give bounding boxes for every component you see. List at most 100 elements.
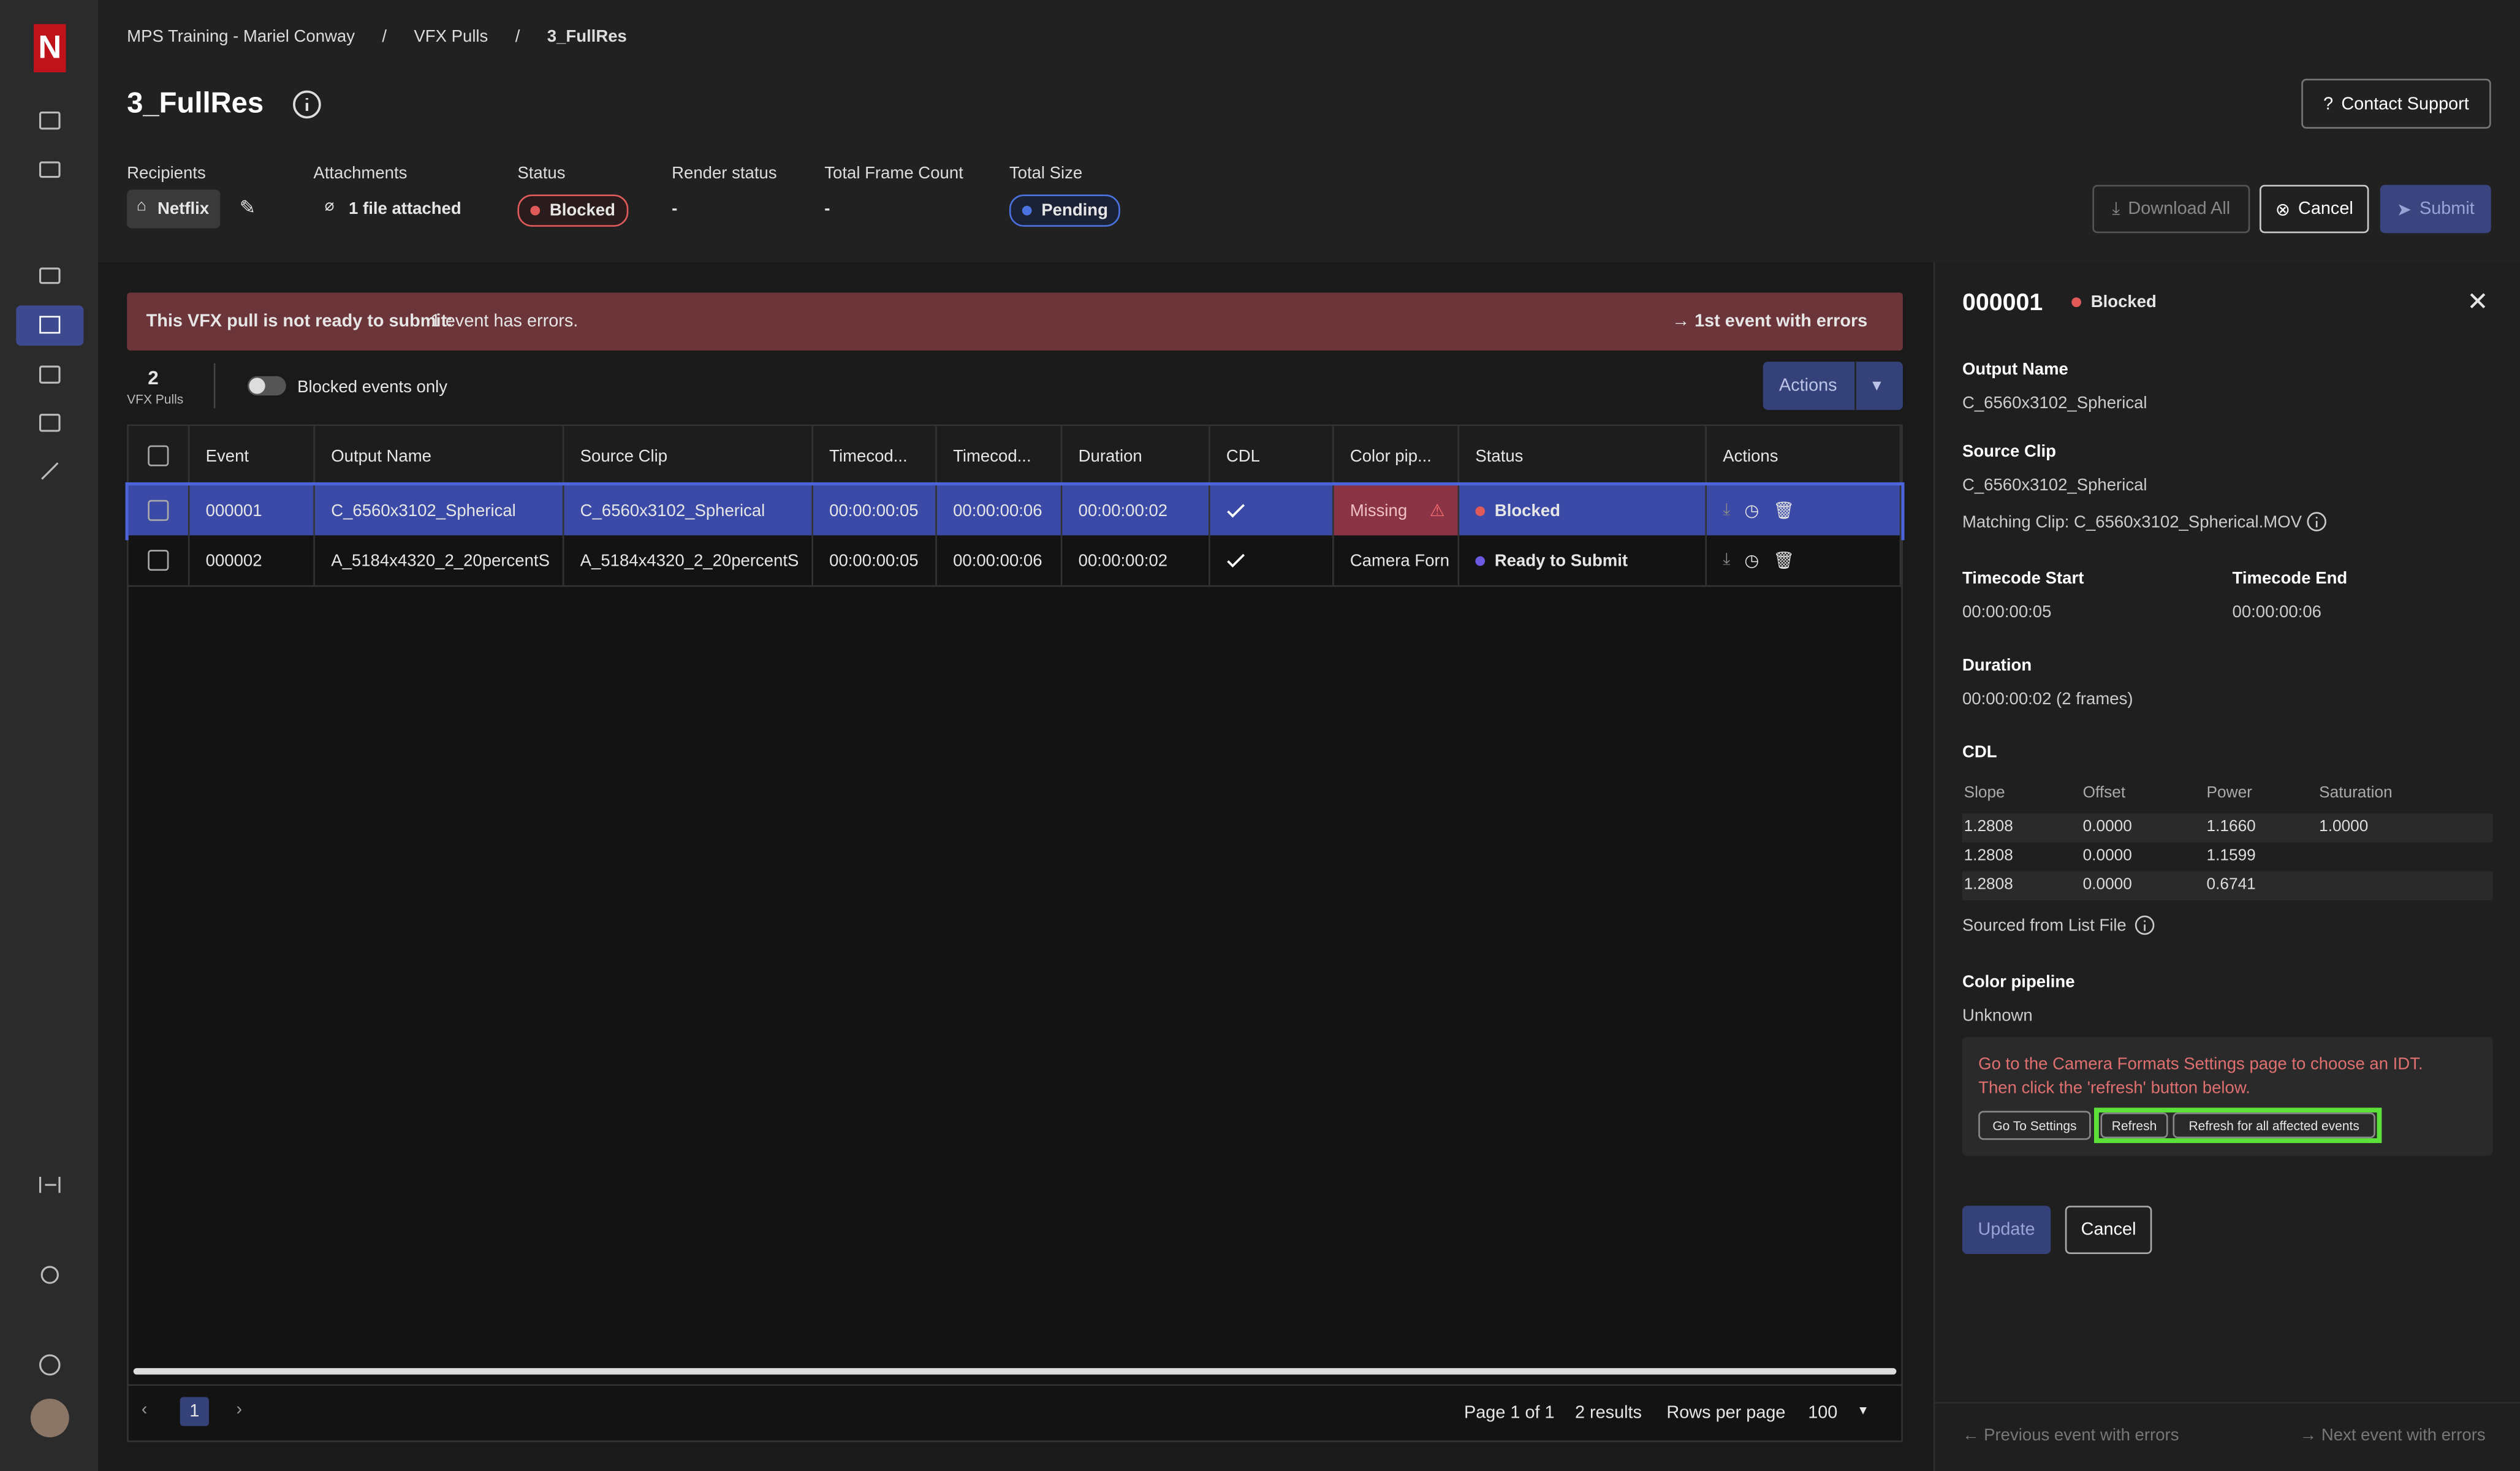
alert-link[interactable]: → 1st event with errors bbox=[1672, 311, 1868, 332]
button-label: Cancel bbox=[2298, 199, 2353, 219]
alert-title: This VFX pull is not ready to submit: bbox=[146, 311, 453, 332]
cell-text: C_6560x3102_Spherical bbox=[580, 501, 765, 520]
column-header: Timecod... bbox=[937, 426, 1063, 486]
cell-text: 000001 bbox=[205, 501, 262, 520]
highlight bbox=[2093, 1108, 2382, 1143]
checkbox-cell bbox=[129, 426, 190, 486]
cdl-value: 1.1599 bbox=[2206, 847, 2256, 865]
column-header: Duration bbox=[1062, 426, 1210, 486]
table-cell: Blocked bbox=[1459, 485, 1707, 536]
table-cell: 00:00:00:05 bbox=[813, 535, 937, 585]
cdl-header: Slope bbox=[1964, 785, 2005, 802]
recipient-chip bbox=[127, 189, 221, 229]
status-badge: Pending bbox=[1009, 194, 1121, 227]
download-all-button[interactable]: ⤓ Download All bbox=[2092, 184, 2250, 234]
button-label: Contact Support bbox=[2341, 94, 2469, 113]
badge-text: Pending bbox=[1041, 200, 1108, 221]
summary-value: Netflix bbox=[157, 199, 210, 219]
cell-text: 00:00:00:02 bbox=[1078, 550, 1168, 570]
close-button[interactable]: ✕ bbox=[2467, 289, 2489, 317]
cdl-header: Power bbox=[2206, 785, 2252, 802]
update-button[interactable]: Update bbox=[1962, 1206, 2051, 1254]
page-button[interactable]: 1 bbox=[180, 1397, 209, 1426]
breadcrumb[interactable]: MPS Training - Mariel Conway bbox=[127, 27, 355, 47]
table-row bbox=[125, 482, 1905, 541]
link-text: Previous event with errors bbox=[1984, 1426, 2179, 1446]
breadcrumb[interactable]: VFX Pulls bbox=[414, 27, 488, 47]
separator: / bbox=[515, 27, 520, 47]
cell-text: Blocked bbox=[1494, 501, 1560, 520]
table bbox=[127, 424, 1903, 1442]
summary-label: Render status bbox=[672, 164, 777, 184]
go-to-settings-button[interactable]: Go To Settings bbox=[1978, 1111, 2091, 1140]
divider bbox=[1933, 1402, 2520, 1404]
field-label: Output Name bbox=[1962, 360, 2068, 380]
table-cell bbox=[1210, 485, 1334, 536]
cancel-button[interactable]: ⊗ Cancel bbox=[2260, 184, 2369, 234]
rows-per-page-value[interactable]: 100 bbox=[1808, 1403, 1838, 1423]
badge-text: Blocked bbox=[549, 200, 616, 221]
next-error-link[interactable]: → Next event with errors bbox=[2299, 1426, 2486, 1446]
contact-support-button[interactable]: ? Contact Support bbox=[2301, 78, 2491, 129]
cdl-header: Saturation bbox=[2319, 785, 2393, 802]
table-cell: 00:00:00:02 bbox=[1062, 535, 1210, 585]
summary-label: Attachments bbox=[313, 164, 408, 184]
cdl-value: 0.6741 bbox=[2206, 876, 2256, 894]
field-value: Matching Clip: C_6560x3102_Spherical.MOV bbox=[1962, 512, 2302, 533]
column-header: CDL bbox=[1210, 426, 1334, 486]
checkbox[interactable] bbox=[148, 500, 169, 521]
cdl-value: 0.0000 bbox=[2082, 876, 2132, 894]
link-text: 1st event with errors bbox=[1695, 311, 1868, 332]
button-label: Submit bbox=[2419, 199, 2475, 219]
cdl-value: 0.0000 bbox=[2082, 818, 2132, 836]
field-value: 00:00:00:02 (2 frames) bbox=[1962, 690, 2133, 709]
scrollbar[interactable] bbox=[133, 1368, 1897, 1375]
submit-button[interactable]: ➤ Submit bbox=[2380, 184, 2491, 234]
header bbox=[97, 0, 2520, 262]
field-value: Unknown bbox=[1962, 1006, 2033, 1026]
info-icon[interactable] bbox=[2306, 511, 2327, 532]
cdl-value: 1.0000 bbox=[2319, 818, 2369, 836]
edit-icon[interactable]: ✎ bbox=[239, 196, 256, 219]
page-info: Page 1 of 1 bbox=[1464, 1403, 1555, 1423]
summary-label: Total Frame Count bbox=[824, 164, 963, 184]
actions-button[interactable]: Actions ▾ bbox=[1763, 362, 1903, 410]
info-icon[interactable] bbox=[291, 88, 323, 120]
checkbox[interactable] bbox=[148, 550, 169, 571]
toggle-label: Blocked events only bbox=[297, 378, 448, 397]
info-icon[interactable] bbox=[2135, 914, 2155, 935]
cdl-value: 0.0000 bbox=[2082, 847, 2132, 865]
cancel-button[interactable]: Cancel bbox=[2065, 1206, 2152, 1254]
breadcrumb: 3_FullRes bbox=[547, 27, 627, 47]
dropdown-arrow[interactable]: ▾ bbox=[1859, 1402, 1867, 1418]
column-header: Output Name bbox=[315, 426, 564, 486]
table-cell: A_5184x4320_2_20percentS bbox=[315, 535, 564, 585]
cell-text: 00:00:00:06 bbox=[953, 501, 1042, 520]
count-label: VFX Pulls bbox=[127, 392, 184, 407]
table-cell[interactable]: ⤓ ◷ 🗑︎ bbox=[1707, 485, 1902, 536]
next-page[interactable]: › bbox=[236, 1400, 243, 1420]
summary-label: Total Size bbox=[1009, 164, 1083, 184]
column-header: Status bbox=[1459, 426, 1707, 486]
refresh-all-button[interactable]: Refresh for all affected events bbox=[2173, 1112, 2375, 1139]
column-header: Color pip... bbox=[1334, 426, 1460, 486]
table-cell[interactable]: ⤓ ◷ 🗑︎ bbox=[1707, 535, 1902, 585]
table-cell bbox=[1210, 535, 1334, 585]
cell-text: Source Clip bbox=[580, 446, 668, 466]
prev-error-link[interactable]: ← Previous event with errors bbox=[1962, 1426, 2179, 1446]
sidebar: N bbox=[0, 0, 98, 1471]
cdl-value: 1.2808 bbox=[1964, 847, 2013, 865]
refresh-button[interactable]: Refresh bbox=[2100, 1112, 2168, 1139]
cell-text: Duration bbox=[1078, 446, 1142, 466]
summary-label: Recipients bbox=[127, 164, 206, 184]
field-label: Timecode End bbox=[2232, 569, 2348, 589]
status-badge: Blocked bbox=[517, 194, 628, 227]
toggle[interactable] bbox=[247, 376, 286, 396]
cell-text: 00:00:00:02 bbox=[1078, 501, 1168, 520]
prev-page[interactable]: ‹ bbox=[141, 1400, 148, 1420]
cell-text: Event bbox=[205, 446, 249, 466]
sidebar-icons: N bbox=[16, 24, 84, 1437]
column-header: Event bbox=[189, 426, 315, 486]
checkbox[interactable] bbox=[148, 445, 169, 466]
